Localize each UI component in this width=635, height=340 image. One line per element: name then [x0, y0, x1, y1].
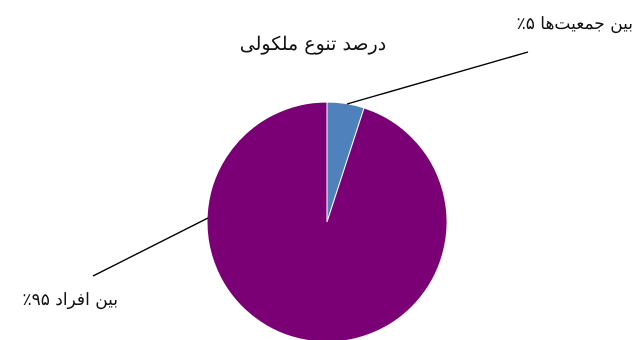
slice-label-between-populations: بین جمعیت‌ها ۵٪ [517, 14, 633, 34]
slice-label-within-individuals: بین افراد ۹۵٪ [22, 290, 118, 310]
pie-slices [206, 101, 448, 340]
leader-line-between-populations [346, 51, 529, 105]
pie-slice-within-individuals [206, 101, 448, 340]
leader-line-within-individuals [92, 217, 209, 277]
chart-title: درصد تنوع ملکولی [240, 33, 386, 55]
